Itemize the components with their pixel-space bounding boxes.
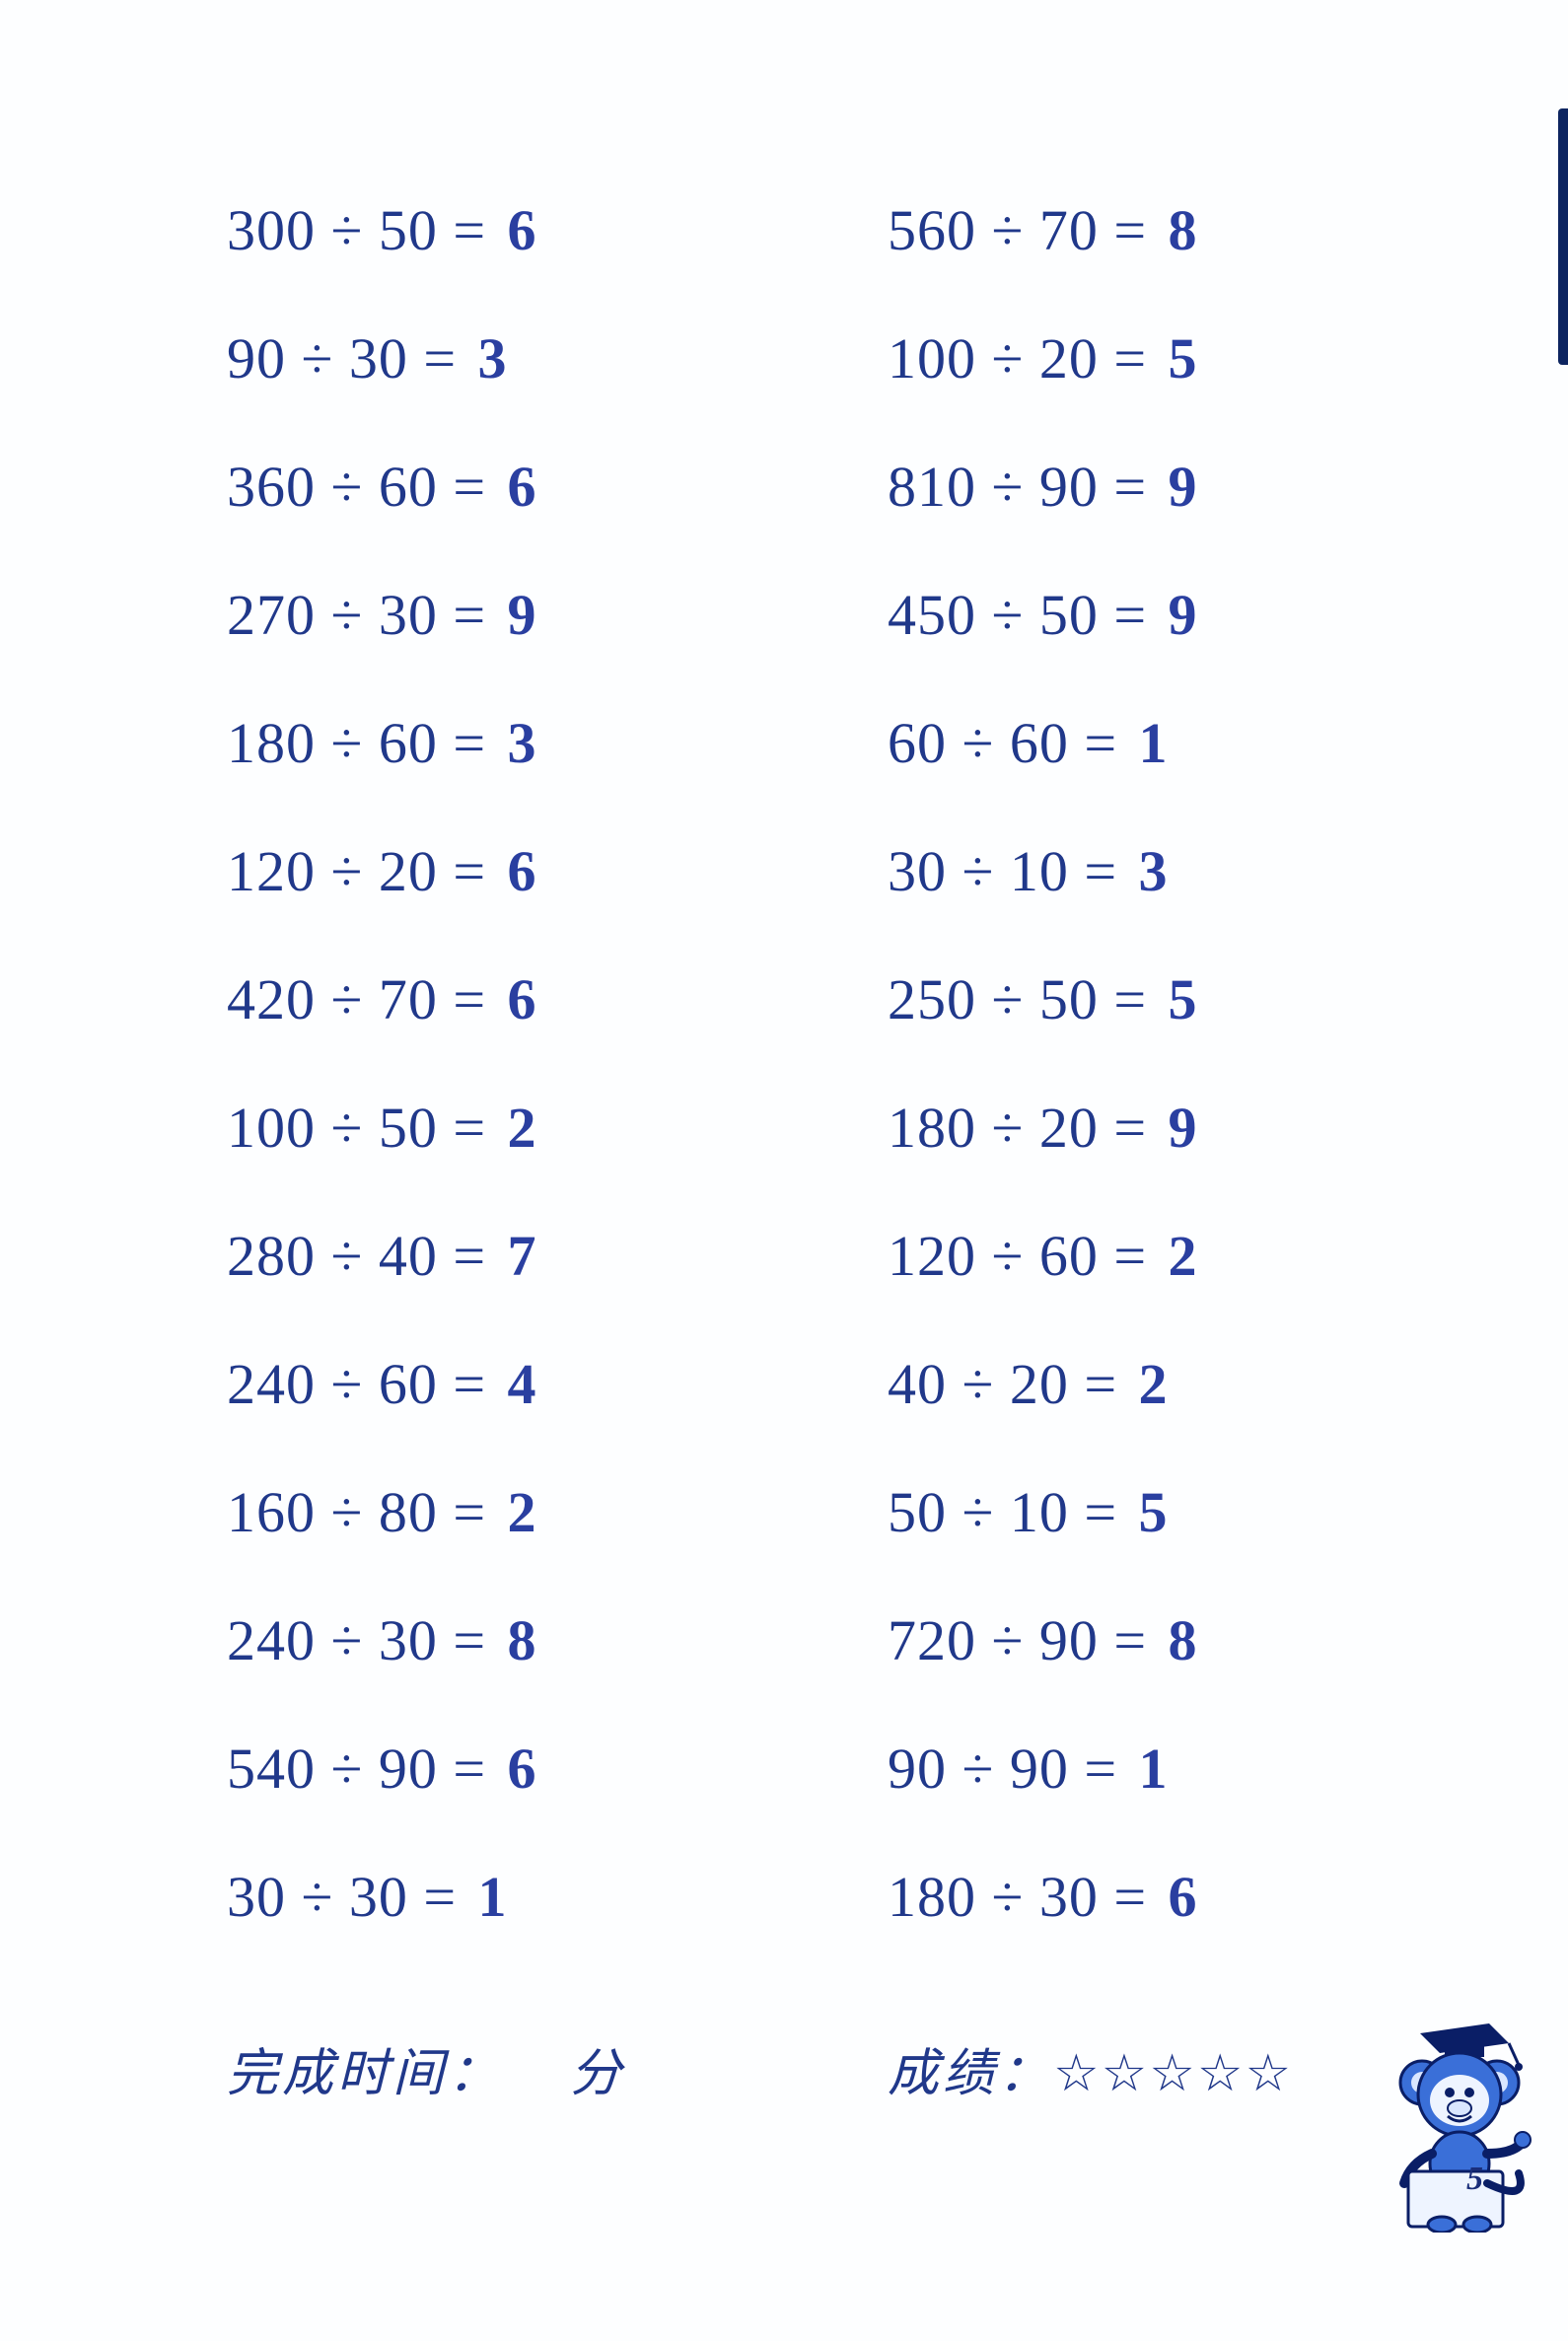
right-column: 560 ÷ 70 = 8100 ÷ 20 = 5810 ÷ 90 = 9450 … bbox=[888, 197, 1499, 1992]
score-stars: ☆☆☆☆☆ bbox=[1053, 2046, 1293, 2102]
problem-row: 560 ÷ 70 = 8 bbox=[888, 197, 1499, 325]
problem-answer: 2 bbox=[1139, 1351, 1168, 1417]
problem-row: 60 ÷ 60 = 1 bbox=[888, 710, 1499, 838]
problem-expression: 420 ÷ 70 = bbox=[227, 966, 502, 1032]
problem-answer: 2 bbox=[1169, 1223, 1197, 1289]
problem-answer: 8 bbox=[1169, 1607, 1197, 1673]
problem-answer: 9 bbox=[1169, 454, 1197, 520]
problem-row: 270 ÷ 30 = 9 bbox=[227, 582, 838, 710]
problem-row: 120 ÷ 20 = 6 bbox=[227, 838, 838, 966]
problem-row: 240 ÷ 60 = 4 bbox=[227, 1351, 838, 1479]
problem-answer: 6 bbox=[508, 838, 536, 904]
problem-row: 30 ÷ 30 = 1 bbox=[227, 1864, 838, 1992]
problem-expression: 160 ÷ 80 = bbox=[227, 1479, 502, 1545]
problem-answer: 7 bbox=[508, 1223, 536, 1289]
problem-expression: 30 ÷ 30 = bbox=[227, 1864, 472, 1930]
problem-answer: 5 bbox=[1169, 325, 1197, 391]
problem-row: 30 ÷ 10 = 3 bbox=[888, 838, 1499, 966]
problem-row: 300 ÷ 50 = 6 bbox=[227, 197, 838, 325]
problem-expression: 180 ÷ 20 = bbox=[888, 1095, 1163, 1161]
problem-expression: 180 ÷ 60 = bbox=[227, 710, 502, 776]
problem-answer: 8 bbox=[508, 1607, 536, 1673]
problem-row: 360 ÷ 60 = 6 bbox=[227, 454, 838, 582]
problem-expression: 280 ÷ 40 = bbox=[227, 1223, 502, 1289]
problem-answer: 5 bbox=[1169, 966, 1197, 1032]
problem-answer: 1 bbox=[478, 1864, 507, 1930]
problem-answer: 1 bbox=[1139, 1736, 1168, 1802]
problem-expression: 540 ÷ 90 = bbox=[227, 1736, 502, 1802]
problem-expression: 720 ÷ 90 = bbox=[888, 1607, 1163, 1673]
problem-expression: 250 ÷ 50 = bbox=[888, 966, 1163, 1032]
problem-row: 250 ÷ 50 = 5 bbox=[888, 966, 1499, 1095]
problem-columns: 300 ÷ 50 = 690 ÷ 30 = 3360 ÷ 60 = 6270 ÷… bbox=[0, 197, 1568, 1992]
score-label: 成绩： bbox=[888, 2046, 1053, 2102]
problem-answer: 8 bbox=[1169, 197, 1197, 263]
problem-answer: 6 bbox=[508, 1736, 536, 1802]
problem-row: 100 ÷ 50 = 2 bbox=[227, 1095, 838, 1223]
left-column: 300 ÷ 50 = 690 ÷ 30 = 3360 ÷ 60 = 6270 ÷… bbox=[227, 197, 838, 1992]
problem-expression: 60 ÷ 60 = bbox=[888, 710, 1133, 776]
problem-expression: 360 ÷ 60 = bbox=[227, 454, 502, 520]
problem-row: 240 ÷ 30 = 8 bbox=[227, 1607, 838, 1736]
problem-answer: 4 bbox=[508, 1351, 536, 1417]
problem-answer: 3 bbox=[508, 710, 536, 776]
problem-answer: 3 bbox=[478, 325, 507, 391]
problem-answer: 6 bbox=[508, 454, 536, 520]
problem-expression: 120 ÷ 60 = bbox=[888, 1223, 1163, 1289]
problem-row: 450 ÷ 50 = 9 bbox=[888, 582, 1499, 710]
monkey-mascot-icon bbox=[1361, 2006, 1538, 2233]
time-label: 完成时间： bbox=[227, 2046, 503, 2102]
problem-expression: 90 ÷ 90 = bbox=[888, 1736, 1133, 1802]
page-edge-shadow bbox=[1558, 108, 1568, 365]
problem-row: 540 ÷ 90 = 6 bbox=[227, 1736, 838, 1864]
problem-row: 810 ÷ 90 = 9 bbox=[888, 454, 1499, 582]
problem-row: 420 ÷ 70 = 6 bbox=[227, 966, 838, 1095]
problem-answer: 5 bbox=[1139, 1479, 1168, 1545]
problem-expression: 180 ÷ 30 = bbox=[888, 1864, 1163, 1930]
problem-answer: 9 bbox=[1169, 582, 1197, 648]
problem-answer: 6 bbox=[1169, 1864, 1197, 1930]
problem-answer: 6 bbox=[508, 966, 536, 1032]
worksheet-page: 300 ÷ 50 = 690 ÷ 30 = 3360 ÷ 60 = 6270 ÷… bbox=[0, 0, 1568, 2341]
completion-time: 完成时间： 分 bbox=[227, 2031, 838, 2105]
problem-expression: 240 ÷ 30 = bbox=[227, 1607, 502, 1673]
problem-row: 40 ÷ 20 = 2 bbox=[888, 1351, 1499, 1479]
problem-row: 180 ÷ 60 = 3 bbox=[227, 710, 838, 838]
problem-row: 50 ÷ 10 = 5 bbox=[888, 1479, 1499, 1607]
problem-expression: 120 ÷ 20 = bbox=[227, 838, 502, 904]
problem-expression: 450 ÷ 50 = bbox=[888, 582, 1163, 648]
problem-answer: 6 bbox=[508, 197, 536, 263]
problem-answer: 2 bbox=[508, 1479, 536, 1545]
problem-expression: 100 ÷ 50 = bbox=[227, 1095, 502, 1161]
page-number: 5 bbox=[1466, 2161, 1483, 2198]
problem-row: 120 ÷ 60 = 2 bbox=[888, 1223, 1499, 1351]
problem-row: 180 ÷ 30 = 6 bbox=[888, 1864, 1499, 1992]
problem-answer: 9 bbox=[1169, 1095, 1197, 1161]
problem-answer: 2 bbox=[508, 1095, 536, 1161]
problem-expression: 810 ÷ 90 = bbox=[888, 454, 1163, 520]
problem-expression: 300 ÷ 50 = bbox=[227, 197, 502, 263]
problem-row: 90 ÷ 90 = 1 bbox=[888, 1736, 1499, 1864]
problem-row: 280 ÷ 40 = 7 bbox=[227, 1223, 838, 1351]
problem-expression: 100 ÷ 20 = bbox=[888, 325, 1163, 391]
score-section: 成绩：☆☆☆☆☆ bbox=[888, 2031, 1293, 2105]
problem-row: 160 ÷ 80 = 2 bbox=[227, 1479, 838, 1607]
problem-expression: 90 ÷ 30 = bbox=[227, 325, 472, 391]
problem-row: 180 ÷ 20 = 9 bbox=[888, 1095, 1499, 1223]
time-unit: 分 bbox=[570, 2046, 625, 2102]
problem-row: 90 ÷ 30 = 3 bbox=[227, 325, 838, 454]
problem-expression: 560 ÷ 70 = bbox=[888, 197, 1163, 263]
footer-row: 完成时间： 分 成绩：☆☆☆☆☆ bbox=[0, 2031, 1568, 2105]
problem-row: 720 ÷ 90 = 8 bbox=[888, 1607, 1499, 1736]
problem-answer: 3 bbox=[1139, 838, 1168, 904]
problem-answer: 9 bbox=[508, 582, 536, 648]
problem-expression: 30 ÷ 10 = bbox=[888, 838, 1133, 904]
problem-expression: 50 ÷ 10 = bbox=[888, 1479, 1133, 1545]
problem-expression: 270 ÷ 30 = bbox=[227, 582, 502, 648]
problem-expression: 40 ÷ 20 = bbox=[888, 1351, 1133, 1417]
problem-answer: 1 bbox=[1139, 710, 1168, 776]
problem-row: 100 ÷ 20 = 5 bbox=[888, 325, 1499, 454]
problem-expression: 240 ÷ 60 = bbox=[227, 1351, 502, 1417]
